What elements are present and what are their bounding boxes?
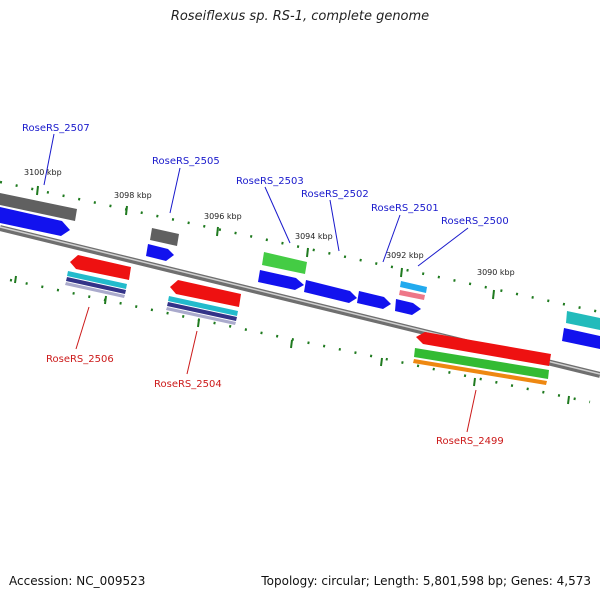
map-title: Roseiflexus sp. RS-1, complete genome xyxy=(170,9,430,24)
genome-stats-text: Topology: circular; Length: 5,801,598 bp… xyxy=(261,574,591,588)
label-leaders-bottom xyxy=(75,306,477,433)
gene-feature-blue[interactable] xyxy=(0,207,70,236)
scale-label: 3090 kbp xyxy=(477,268,515,277)
gene-feature-cyan[interactable] xyxy=(67,271,127,289)
label-leaders-top xyxy=(43,133,469,267)
scale-label: 3092 kbp xyxy=(386,251,424,260)
gene-feature-blue[interactable] xyxy=(357,291,391,309)
gene-feature-gray[interactable] xyxy=(0,193,77,221)
gene-feature-blue[interactable] xyxy=(395,299,421,315)
gene-feature-red[interactable] xyxy=(70,255,131,280)
gene-feature-green[interactable] xyxy=(262,252,307,274)
gene-feature-green[interactable] xyxy=(414,348,549,379)
gene-feature-blue[interactable] xyxy=(146,244,174,261)
gene-feature-orange[interactable] xyxy=(413,359,547,385)
gene-feature-blue[interactable] xyxy=(304,280,357,303)
gene-feature-blue[interactable] xyxy=(562,328,600,349)
gene-label-rosers-2507[interactable]: RoseRS_2507 xyxy=(22,123,90,134)
gene-label-rosers-2506[interactable]: RoseRS_2506 xyxy=(46,354,114,365)
gene-feature-gray[interactable] xyxy=(150,228,179,246)
gene-feature-cyan[interactable] xyxy=(168,296,238,316)
gene-label-rosers-2502[interactable]: RoseRS_2502 xyxy=(301,189,369,200)
gene-label-rosers-2504[interactable]: RoseRS_2504 xyxy=(154,379,222,390)
gene-feature-cyan[interactable] xyxy=(566,311,600,330)
scale-label: 3100 kbp xyxy=(24,168,62,177)
scale-track-lower xyxy=(9,278,591,404)
scale-label: 3098 kbp xyxy=(114,191,152,200)
gene-feature-red[interactable] xyxy=(416,332,551,366)
scale-label: 3096 kbp xyxy=(204,212,242,221)
gene-feature-blue[interactable] xyxy=(258,270,304,290)
gene-feature-navy[interactable] xyxy=(66,277,126,294)
gene-label-rosers-2505[interactable]: RoseRS_2505 xyxy=(152,156,220,167)
gene-feature-red[interactable] xyxy=(170,280,241,307)
gene-label-rosers-2501[interactable]: RoseRS_2501 xyxy=(371,203,439,214)
gene-label-rosers-2503[interactable]: RoseRS_2503 xyxy=(236,176,304,187)
gene-label-rosers-2499[interactable]: RoseRS_2499 xyxy=(436,436,504,447)
gene-feature-navy[interactable] xyxy=(167,302,237,321)
gene-feature-lavender[interactable] xyxy=(166,307,236,325)
gene-feature-cyan[interactable] xyxy=(400,281,427,293)
accession-text: Accession: NC_009523 xyxy=(9,574,146,588)
gene-feature-pink[interactable] xyxy=(399,290,425,300)
gene-feature-lavender[interactable] xyxy=(65,282,125,298)
scale-label: 3094 kbp xyxy=(295,232,333,241)
gene-label-rosers-2500[interactable]: RoseRS_2500 xyxy=(441,216,509,227)
major-ticks xyxy=(14,185,570,405)
